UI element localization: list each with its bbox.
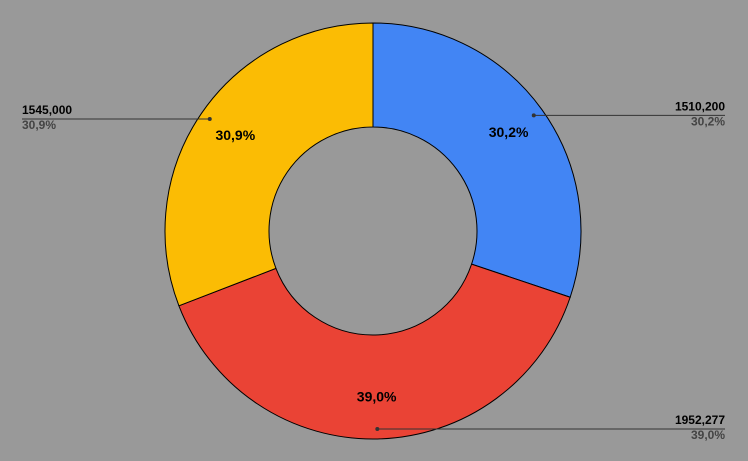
slice bbox=[178, 263, 571, 440]
slice-percent-label: 30,9% bbox=[215, 127, 255, 143]
slice bbox=[372, 22, 582, 298]
slice bbox=[164, 22, 374, 307]
leader-dot bbox=[375, 426, 380, 431]
slice-percent-label: 39,0% bbox=[357, 389, 397, 405]
value-label: 1545,000 bbox=[22, 103, 72, 117]
value-label: 1510,200 bbox=[675, 100, 725, 114]
value-label: 1952,277 bbox=[675, 413, 725, 427]
slice-percent-label: 30,2% bbox=[489, 124, 529, 140]
percent-label: 39,0% bbox=[691, 428, 725, 442]
percent-label: 30,2% bbox=[691, 115, 725, 129]
leader-dot bbox=[207, 116, 212, 121]
percent-label: 30,9% bbox=[22, 118, 56, 132]
leader-dot bbox=[531, 113, 536, 118]
